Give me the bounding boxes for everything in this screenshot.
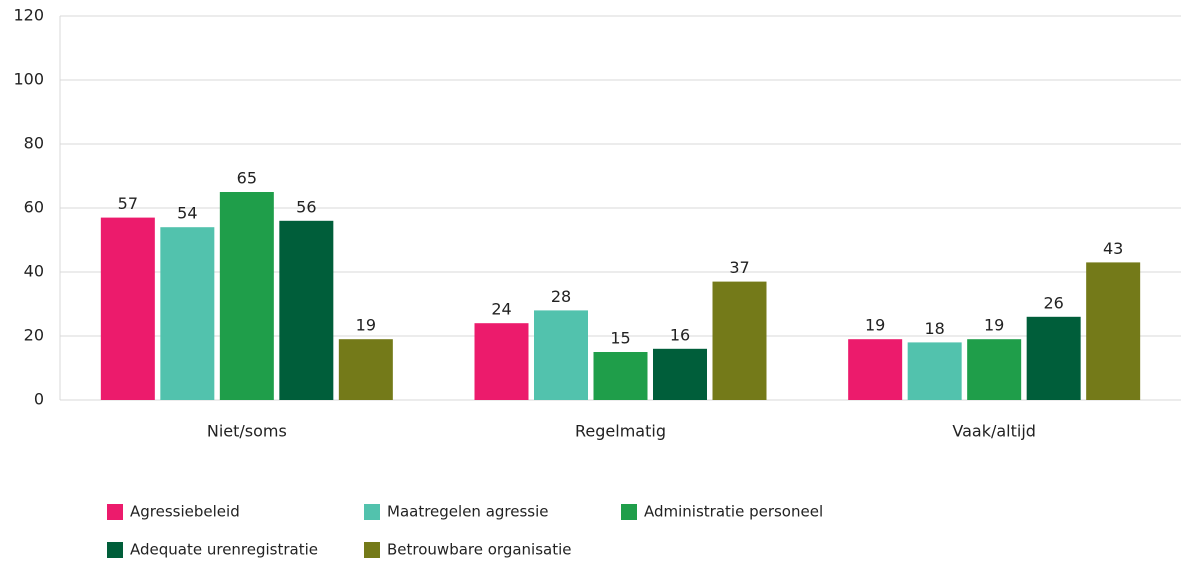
data-label: 15 — [610, 329, 630, 348]
legend-swatch — [364, 504, 380, 520]
y-tick-label: 80 — [24, 134, 44, 153]
legend-label: Administratie personeel — [644, 503, 823, 521]
data-label: 24 — [491, 300, 511, 319]
data-label: 54 — [177, 204, 197, 223]
x-tick-label: Regelmatig — [575, 422, 666, 441]
bar — [907, 342, 962, 400]
bar — [712, 281, 767, 400]
y-tick-label: 0 — [34, 390, 44, 409]
legend-label: Adequate urenregistratie — [130, 541, 318, 559]
bar — [160, 227, 215, 400]
data-label: 43 — [1103, 239, 1123, 258]
data-label: 16 — [670, 325, 690, 344]
bar — [100, 217, 155, 400]
bar — [219, 192, 274, 400]
legend-swatch — [107, 542, 123, 558]
y-tick-label: 120 — [13, 6, 44, 25]
data-label: 19 — [356, 316, 376, 335]
x-tick-label: Vaak/altijd — [952, 422, 1036, 441]
bar — [279, 220, 334, 400]
bar — [593, 352, 648, 400]
y-tick-label: 60 — [24, 198, 44, 217]
legend-label: Agressiebeleid — [130, 503, 240, 521]
data-label: 28 — [551, 287, 571, 306]
bar — [653, 348, 707, 400]
x-tick-label: Niet/soms — [207, 422, 287, 441]
data-label: 26 — [1043, 293, 1063, 312]
data-label: 18 — [924, 319, 944, 338]
legend-swatch — [107, 504, 123, 520]
legend-swatch — [364, 542, 380, 558]
bar — [1086, 262, 1141, 400]
legend-swatch — [621, 504, 637, 520]
data-label: 37 — [729, 258, 749, 277]
data-label: 19 — [984, 316, 1004, 335]
y-tick-label: 100 — [13, 70, 44, 89]
bar — [474, 323, 529, 400]
data-label: 65 — [237, 169, 257, 188]
legend-label: Betrouwbare organisatie — [387, 541, 572, 559]
bar — [534, 310, 588, 400]
y-tick-label: 20 — [24, 326, 44, 345]
bar — [848, 339, 903, 400]
data-label: 56 — [296, 197, 316, 216]
legend-label: Maatregelen agressie — [387, 503, 549, 521]
bar — [967, 339, 1022, 400]
bar — [338, 339, 393, 400]
y-tick-label: 40 — [24, 262, 44, 281]
data-label: 19 — [865, 316, 885, 335]
data-label: 57 — [118, 194, 138, 213]
bar — [1026, 316, 1081, 400]
